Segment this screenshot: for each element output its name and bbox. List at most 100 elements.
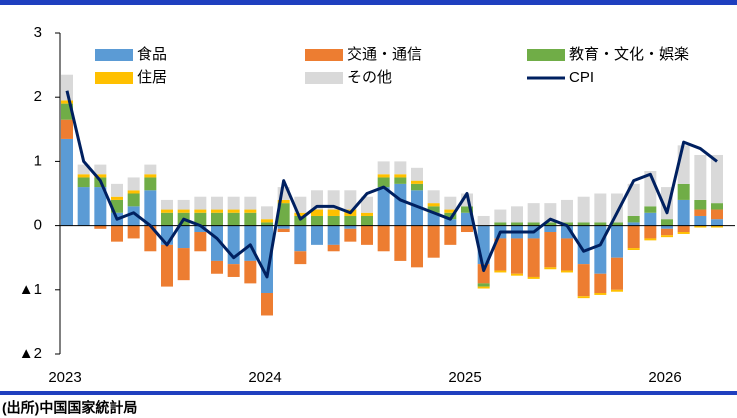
bar xyxy=(544,203,557,223)
bar xyxy=(377,187,390,226)
bar xyxy=(211,212,223,226)
bar xyxy=(694,199,707,210)
bar xyxy=(477,264,490,284)
legend-swatch xyxy=(305,49,343,61)
bar xyxy=(361,215,373,226)
x-tick-label: 2026 xyxy=(648,369,681,386)
bar xyxy=(127,190,140,194)
legend-swatch xyxy=(95,49,133,61)
bar xyxy=(377,161,390,175)
bar xyxy=(344,228,357,242)
bar xyxy=(111,196,123,200)
bar xyxy=(594,273,607,294)
bar xyxy=(227,212,240,226)
bar xyxy=(411,225,423,268)
bar xyxy=(261,293,273,316)
bar xyxy=(161,209,173,213)
legend-label: その他 xyxy=(347,69,392,86)
bar xyxy=(344,225,357,229)
bar xyxy=(577,222,590,226)
bar xyxy=(461,225,473,233)
bar xyxy=(394,225,407,261)
bar xyxy=(111,225,123,242)
bar xyxy=(94,164,107,175)
bar xyxy=(327,190,340,210)
bar xyxy=(394,183,407,226)
bar xyxy=(544,222,557,226)
bar xyxy=(527,276,540,279)
legend-label: 教育・文化・娯楽 xyxy=(569,46,689,63)
bar xyxy=(611,289,623,292)
bar xyxy=(694,154,707,200)
bar xyxy=(144,164,157,175)
legend-label: 交通・通信 xyxy=(347,45,422,63)
bar xyxy=(494,209,507,223)
bar xyxy=(294,225,307,252)
bar xyxy=(544,232,557,268)
legend-swatch xyxy=(95,72,133,84)
bar xyxy=(577,296,590,299)
bar xyxy=(311,225,323,245)
legend-label: 住居 xyxy=(137,69,167,86)
bar xyxy=(527,203,540,223)
bar xyxy=(261,219,273,223)
bar xyxy=(511,206,523,223)
bar xyxy=(194,209,207,213)
bar xyxy=(194,225,207,233)
bar xyxy=(544,225,557,233)
bar xyxy=(177,248,190,281)
x-tick-label: 2023 xyxy=(48,369,81,386)
bar xyxy=(461,206,473,213)
bar xyxy=(244,196,257,210)
bar xyxy=(94,174,107,178)
bar xyxy=(694,215,707,226)
bar xyxy=(677,225,690,233)
bar xyxy=(244,212,257,226)
bar xyxy=(627,225,640,249)
bar xyxy=(661,235,673,238)
bar xyxy=(127,193,140,207)
top-rule xyxy=(0,0,737,5)
bar xyxy=(127,225,140,239)
bar xyxy=(594,293,607,295)
bar xyxy=(77,164,90,175)
y-tick-label: ▲2 xyxy=(19,345,42,362)
bar xyxy=(361,196,373,213)
bar xyxy=(444,219,457,226)
bar xyxy=(644,238,657,241)
bar xyxy=(177,209,190,213)
y-tick-label: 2 xyxy=(34,88,42,105)
bar xyxy=(277,199,290,204)
bar xyxy=(127,177,140,191)
bar xyxy=(327,244,340,252)
bar xyxy=(644,212,657,226)
bar xyxy=(527,238,540,277)
bar xyxy=(711,225,723,228)
legend-swatch xyxy=(527,49,565,61)
bar xyxy=(177,225,190,249)
bar xyxy=(294,212,307,216)
bar xyxy=(611,257,623,290)
bar xyxy=(294,251,307,265)
bar xyxy=(194,232,207,252)
bar xyxy=(211,196,223,210)
bar xyxy=(644,225,657,239)
bar xyxy=(394,161,407,175)
bar xyxy=(627,183,640,216)
bar xyxy=(411,167,423,181)
bar xyxy=(627,248,640,250)
bar xyxy=(127,206,140,226)
bar xyxy=(511,222,523,226)
bar xyxy=(627,215,640,223)
bar xyxy=(427,190,440,204)
bar xyxy=(427,203,440,207)
bar xyxy=(94,225,107,229)
bar xyxy=(594,222,607,226)
bar xyxy=(561,270,573,273)
bar xyxy=(144,225,157,252)
bar xyxy=(444,225,457,245)
bar xyxy=(244,209,257,213)
bar xyxy=(627,222,640,226)
bar xyxy=(294,215,307,226)
